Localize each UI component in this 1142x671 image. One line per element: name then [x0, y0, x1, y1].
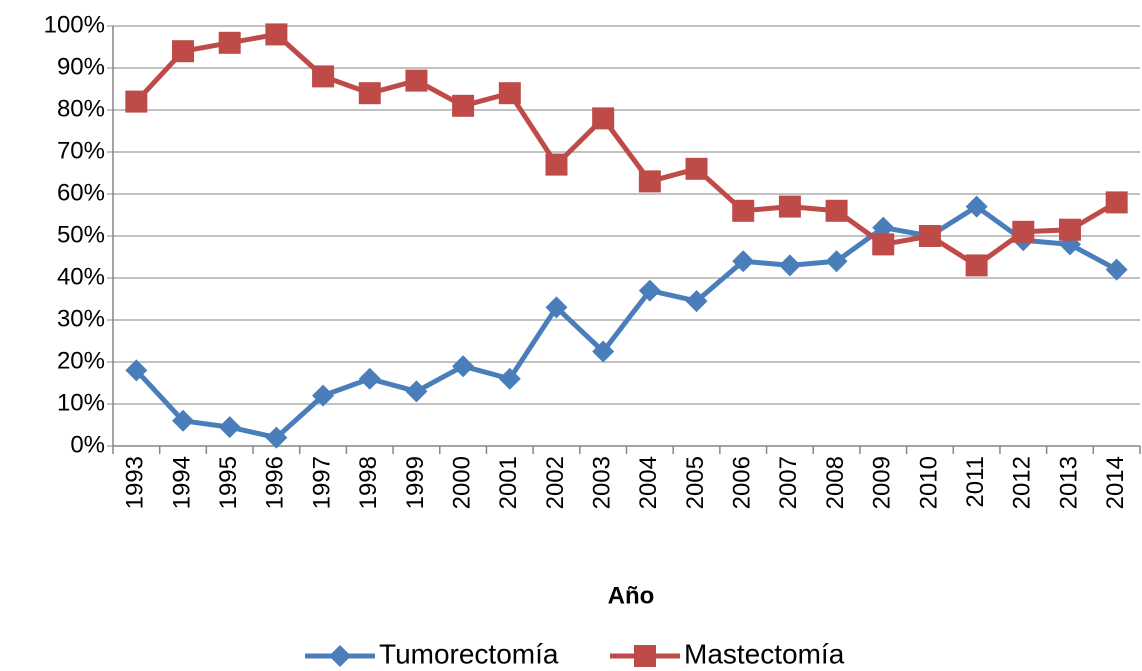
y-tick-label: 20%: [57, 347, 105, 374]
marker: [732, 250, 755, 273]
y-tick-label: 10%: [57, 389, 105, 416]
marker: [498, 82, 521, 105]
marker: [405, 380, 428, 403]
marker: [265, 23, 288, 46]
marker: [825, 250, 848, 273]
y-tick-label: 0%: [70, 431, 105, 458]
marker: [638, 279, 661, 302]
marker: [1105, 191, 1128, 214]
marker: [172, 40, 195, 63]
marker: [358, 82, 381, 105]
marker: [732, 199, 755, 222]
x-tick-label: 1998: [355, 456, 382, 509]
marker: [452, 94, 475, 117]
x-tick-label: 2003: [589, 456, 616, 509]
marker: [1012, 220, 1035, 243]
marker: [592, 107, 615, 130]
marker: [218, 416, 241, 439]
y-tick-label: 30%: [57, 305, 105, 332]
x-tick-label: 2000: [448, 456, 475, 509]
marker: [1058, 218, 1081, 241]
marker: [218, 31, 241, 54]
x-tick-label: 2014: [1102, 456, 1129, 509]
y-tick-label: 60%: [57, 179, 105, 206]
x-axis-title: Año: [608, 582, 655, 609]
marker: [685, 157, 708, 180]
series-line: [134, 204, 1118, 441]
x-tick-label: 2013: [1055, 456, 1082, 509]
x-tick-label: 2007: [775, 456, 802, 509]
y-tick-label: 100%: [44, 11, 105, 38]
marker: [638, 170, 661, 193]
series-line: [134, 31, 1118, 268]
x-tick-label: 1993: [122, 456, 149, 509]
marker: [452, 355, 475, 378]
marker: [778, 195, 801, 218]
x-tick-label: 1996: [262, 456, 289, 509]
x-tick-label: 1994: [168, 456, 195, 509]
marker: [358, 367, 381, 390]
marker: [1105, 258, 1128, 281]
x-tick-label: 2012: [1009, 456, 1036, 509]
marker: [125, 359, 148, 382]
marker: [634, 645, 656, 667]
x-tick-label: 2006: [729, 456, 756, 509]
x-tick-label: 2008: [822, 456, 849, 509]
marker: [312, 384, 335, 407]
y-tick-label: 50%: [57, 221, 105, 248]
marker: [329, 645, 351, 667]
marker: [172, 409, 195, 432]
legend-item: Mastectomía: [610, 638, 845, 669]
x-tick-label: 2009: [869, 456, 896, 509]
marker: [965, 254, 988, 277]
marker: [778, 254, 801, 277]
marker: [965, 195, 988, 218]
legend-label: Mastectomía: [684, 638, 845, 669]
x-tick-label: 2011: [962, 456, 989, 508]
x-tick-label: 2005: [682, 456, 709, 509]
y-tick-label: 70%: [57, 137, 105, 164]
y-tick-label: 40%: [57, 263, 105, 290]
marker: [825, 199, 848, 222]
legend-label: Tumorectomía: [379, 638, 559, 669]
marker: [872, 233, 895, 256]
marker: [545, 153, 568, 176]
marker: [545, 296, 568, 319]
marker: [498, 367, 521, 390]
marker: [918, 225, 941, 247]
marker: [312, 65, 335, 88]
marker: [592, 340, 615, 363]
x-tick-label: 1995: [215, 456, 242, 509]
marker: [405, 69, 428, 92]
x-tick-label: 2001: [495, 456, 522, 509]
y-tick-label: 80%: [57, 95, 105, 122]
marker: [265, 426, 288, 449]
marker: [685, 290, 708, 313]
x-tick-label: 1997: [308, 456, 335, 509]
x-tick-label: 2002: [542, 456, 569, 509]
x-tick-label: 2004: [635, 456, 662, 509]
marker: [872, 216, 895, 239]
x-tick-label: 2010: [915, 456, 942, 509]
marker: [125, 90, 148, 113]
y-tick-label: 90%: [57, 53, 105, 80]
x-tick-label: 1999: [402, 456, 429, 509]
